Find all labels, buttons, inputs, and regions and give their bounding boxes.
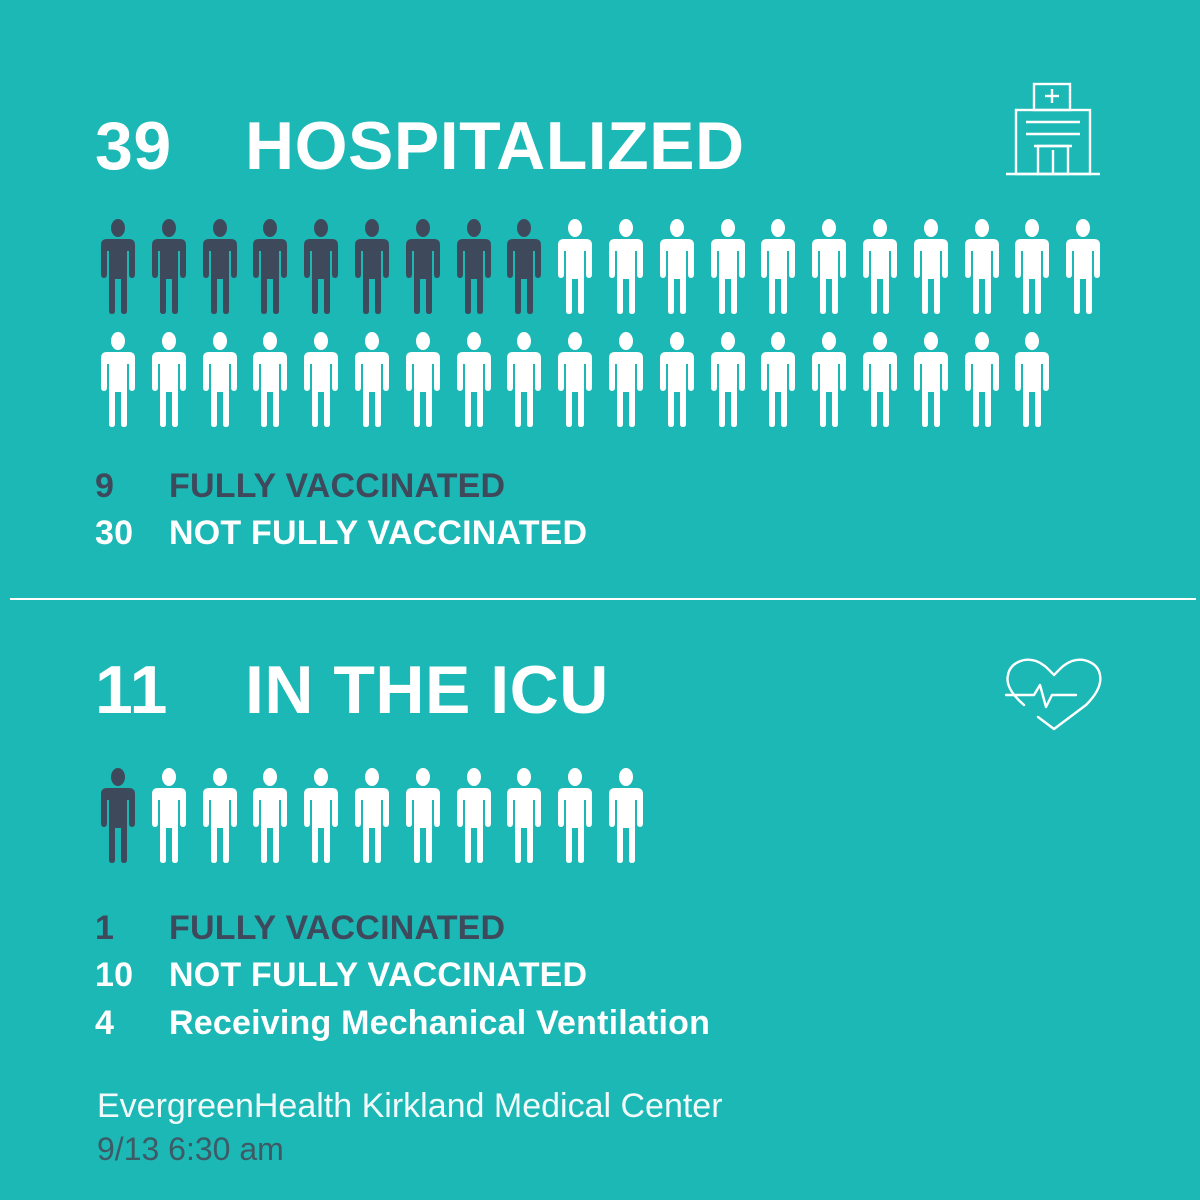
legend-label: FULLY VACCINATED bbox=[169, 909, 506, 947]
person-unvaccinated-icon bbox=[455, 768, 493, 864]
person-unvaccinated-icon bbox=[505, 768, 543, 864]
person-unvaccinated-icon bbox=[963, 219, 1001, 315]
person-unvaccinated-icon bbox=[251, 768, 289, 864]
person-unvaccinated-icon bbox=[150, 332, 188, 428]
hospital-building-icon bbox=[1006, 82, 1100, 176]
hospitalized-count: 39 bbox=[95, 108, 172, 184]
legend-value: 9 bbox=[95, 467, 115, 505]
legend-value: 30 bbox=[95, 514, 134, 552]
person-unvaccinated-icon bbox=[709, 332, 747, 428]
legend-row: 9 FULLY VACCINATED bbox=[95, 469, 795, 509]
person-unvaccinated-icon bbox=[607, 332, 645, 428]
person-unvaccinated-icon bbox=[302, 768, 340, 864]
person-unvaccinated-icon bbox=[759, 219, 797, 315]
legend-value: 1 bbox=[95, 909, 115, 947]
icu-title: IN THE ICU bbox=[245, 652, 609, 728]
hospitalized-title: HOSPITALIZED bbox=[245, 108, 745, 184]
person-unvaccinated-icon bbox=[1013, 219, 1051, 315]
person-unvaccinated-icon bbox=[99, 332, 137, 428]
person-vaccinated-icon bbox=[201, 219, 239, 315]
person-unvaccinated-icon bbox=[658, 219, 696, 315]
icu-count: 11 bbox=[95, 652, 168, 728]
legend-label: Receiving Mechanical Ventilation bbox=[169, 1004, 711, 1042]
person-unvaccinated-icon bbox=[455, 332, 493, 428]
person-unvaccinated-icon bbox=[709, 219, 747, 315]
person-unvaccinated-icon bbox=[810, 219, 848, 315]
person-unvaccinated-icon bbox=[353, 332, 391, 428]
person-unvaccinated-icon bbox=[1013, 332, 1051, 428]
legend-label: NOT FULLY VACCINATED bbox=[169, 956, 588, 994]
person-unvaccinated-icon bbox=[150, 768, 188, 864]
person-unvaccinated-icon bbox=[1064, 219, 1102, 315]
person-unvaccinated-icon bbox=[353, 768, 391, 864]
person-unvaccinated-icon bbox=[505, 332, 543, 428]
facility-name: EvergreenHealth Kirkland Medical Center bbox=[97, 1087, 723, 1125]
person-unvaccinated-icon bbox=[861, 219, 899, 315]
person-unvaccinated-icon bbox=[556, 768, 594, 864]
legend-label: FULLY VACCINATED bbox=[169, 467, 506, 505]
person-unvaccinated-icon bbox=[556, 219, 594, 315]
person-unvaccinated-icon bbox=[912, 219, 950, 315]
timestamp: 9/13 6:30 am bbox=[97, 1131, 284, 1167]
person-unvaccinated-icon bbox=[810, 332, 848, 428]
legend-row: 4 Receiving Mechanical Ventilation bbox=[95, 1006, 795, 1046]
legend-value: 4 bbox=[95, 1004, 115, 1042]
legend-value: 10 bbox=[95, 956, 134, 994]
person-unvaccinated-icon bbox=[607, 219, 645, 315]
person-unvaccinated-icon bbox=[251, 332, 289, 428]
person-vaccinated-icon bbox=[505, 219, 543, 315]
heart-pulse-icon bbox=[1004, 658, 1102, 731]
person-unvaccinated-icon bbox=[404, 768, 442, 864]
section-divider bbox=[10, 598, 1196, 600]
person-unvaccinated-icon bbox=[861, 332, 899, 428]
person-vaccinated-icon bbox=[302, 219, 340, 315]
person-vaccinated-icon bbox=[251, 219, 289, 315]
person-vaccinated-icon bbox=[455, 219, 493, 315]
person-unvaccinated-icon bbox=[404, 332, 442, 428]
person-vaccinated-icon bbox=[99, 768, 137, 864]
person-vaccinated-icon bbox=[150, 219, 188, 315]
legend-row: 30 NOT FULLY VACCINATED bbox=[95, 516, 795, 556]
hospitalized-legend: 9 FULLY VACCINATED 30 NOT FULLY VACCINAT… bbox=[95, 469, 795, 559]
person-unvaccinated-icon bbox=[201, 768, 239, 864]
legend-label: NOT FULLY VACCINATED bbox=[169, 514, 588, 552]
icu-legend: 1 FULLY VACCINATED 10 NOT FULLY VACCINAT… bbox=[95, 911, 855, 1051]
person-unvaccinated-icon bbox=[963, 332, 1001, 428]
person-unvaccinated-icon bbox=[556, 332, 594, 428]
person-vaccinated-icon bbox=[353, 219, 391, 315]
person-unvaccinated-icon bbox=[201, 332, 239, 428]
person-unvaccinated-icon bbox=[759, 332, 797, 428]
person-vaccinated-icon bbox=[404, 219, 442, 315]
person-unvaccinated-icon bbox=[302, 332, 340, 428]
person-unvaccinated-icon bbox=[658, 332, 696, 428]
person-vaccinated-icon bbox=[99, 219, 137, 315]
legend-row: 10 NOT FULLY VACCINATED bbox=[95, 958, 795, 998]
person-unvaccinated-icon bbox=[607, 768, 645, 864]
legend-row: 1 FULLY VACCINATED bbox=[95, 911, 795, 951]
person-unvaccinated-icon bbox=[912, 332, 950, 428]
